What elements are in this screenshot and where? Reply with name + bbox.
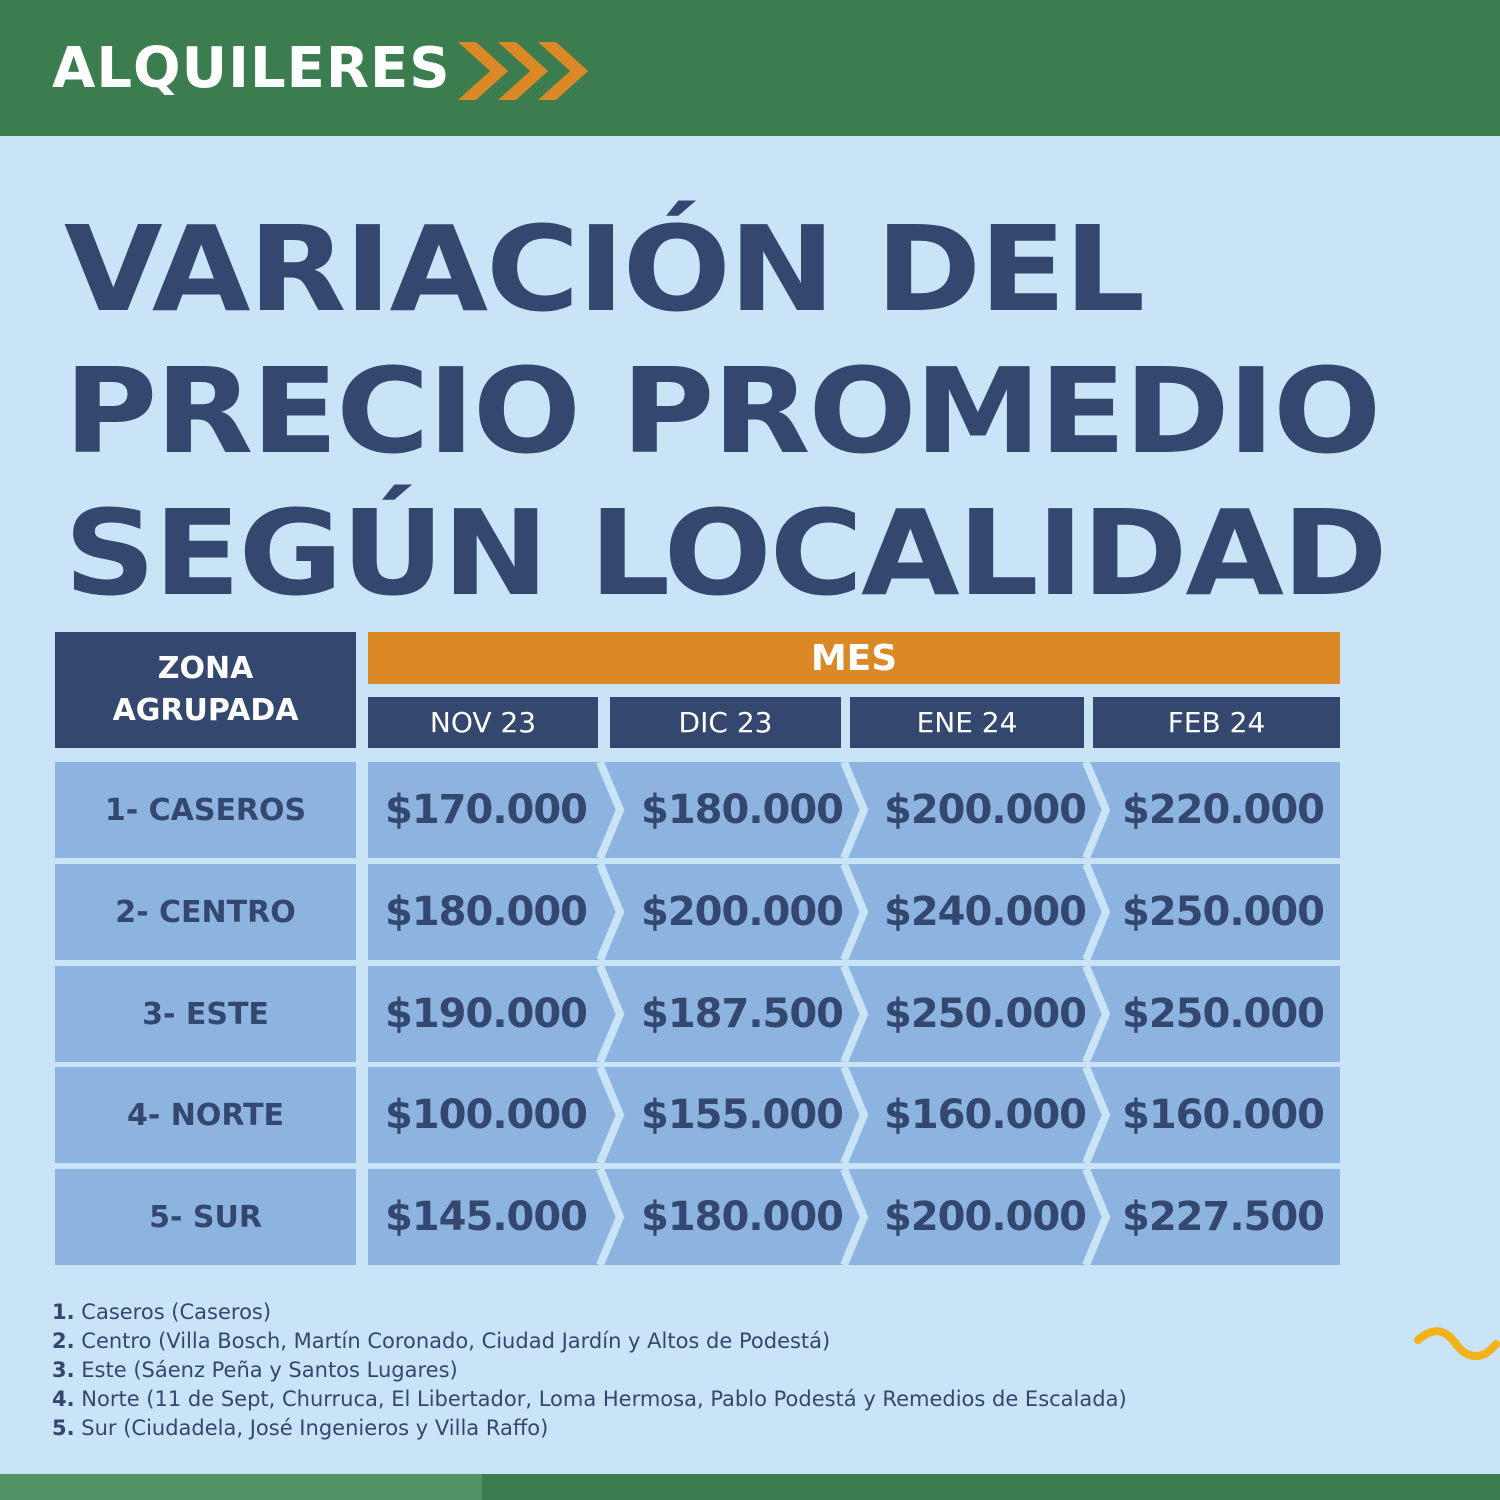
month-header-nov: NOV 23 (368, 697, 598, 748)
price-value: $250.000 (1121, 889, 1325, 935)
price-value: $187.500 (640, 991, 844, 1037)
footnote-number: 3. (52, 1358, 75, 1382)
footnote-item: 3. Este (Sáenz Peña y Santos Lugares) (52, 1356, 1352, 1385)
month-header-ene: ENE 24 (850, 697, 1084, 748)
price-value: $170.000 (384, 787, 588, 833)
zone-cell: 4- NORTE (55, 1067, 356, 1163)
wave-squiggle-icon (1414, 1327, 1500, 1360)
zone-cell: 3- ESTE (55, 966, 356, 1062)
footnotes: 1. Caseros (Caseros) 2. Centro (Villa Bo… (52, 1298, 1352, 1443)
price-row: $170.000 $180.000 $200.000 $220.000 (368, 762, 1340, 858)
month-header-dic: DIC 23 (610, 697, 841, 748)
footer-bar-left (0, 1474, 482, 1500)
zone-cell: 2- CENTRO (55, 864, 356, 960)
month-header-feb: FEB 24 (1093, 697, 1340, 748)
arrow-band (368, 864, 1340, 960)
footnote-item: 4. Norte (11 de Sept, Churruca, El Liber… (52, 1385, 1352, 1414)
zone-cell: 5- SUR (55, 1169, 356, 1265)
footnote-item: 5. Sur (Ciudadela, José Ingenieros y Vil… (52, 1414, 1352, 1443)
footnote-text: Sur (Ciudadela, José Ingenieros y Villa … (81, 1416, 549, 1440)
arrow-band (368, 762, 1340, 858)
zone-column-header: ZONA AGRUPADA (55, 632, 356, 748)
price-row: $190.000 $187.500 $250.000 $250.000 (368, 966, 1340, 1062)
price-value: $240.000 (883, 889, 1087, 935)
price-value: $200.000 (640, 889, 844, 935)
footer-bar-right (482, 1474, 1500, 1500)
footnote-number: 5. (52, 1416, 75, 1440)
price-value: $200.000 (883, 787, 1087, 833)
arrow-band (368, 966, 1340, 1062)
price-row: $100.000 $155.000 $160.000 $160.000 (368, 1067, 1340, 1163)
price-value: $220.000 (1121, 787, 1325, 833)
arrow-band (368, 1169, 1340, 1265)
footnote-item: 1. Caseros (Caseros) (52, 1298, 1352, 1327)
price-value: $250.000 (1121, 991, 1325, 1037)
price-row: $145.000 $180.000 $200.000 $227.500 (368, 1169, 1340, 1265)
footnote-number: 4. (52, 1387, 75, 1411)
price-row: $180.000 $200.000 $240.000 $250.000 (368, 864, 1340, 960)
price-value: $180.000 (640, 1194, 844, 1240)
header-bar: ALQUILERES (0, 0, 1500, 136)
price-value: $160.000 (1121, 1092, 1325, 1138)
price-value: $180.000 (640, 787, 844, 833)
month-group-header: MES (368, 632, 1340, 684)
price-value: $155.000 (640, 1092, 844, 1138)
price-value: $200.000 (883, 1194, 1087, 1240)
footnote-text: Caseros (Caseros) (81, 1300, 272, 1324)
chevron-right-icon (538, 42, 588, 100)
chevron-right-icon (458, 42, 508, 100)
title-line: VARIACIÓN DEL (64, 200, 1145, 338)
footnote-text: Este (Sáenz Peña y Santos Lugares) (81, 1358, 458, 1382)
price-value: $227.500 (1121, 1194, 1325, 1240)
footnote-text: Centro (Villa Bosch, Martín Coronado, Ci… (81, 1329, 831, 1353)
chevron-right-icon (498, 42, 548, 100)
footnote-number: 2. (52, 1329, 75, 1353)
section-label: ALQUILERES (52, 36, 451, 101)
price-value: $250.000 (883, 991, 1087, 1037)
footnote-item: 2. Centro (Villa Bosch, Martín Coronado,… (52, 1327, 1352, 1356)
footnote-text: Norte (11 de Sept, Churruca, El Libertad… (81, 1387, 1127, 1411)
title-line: PRECIO PROMEDIO (64, 342, 1381, 480)
title-line: SEGÚN LOCALIDAD (64, 484, 1388, 622)
zone-cell: 1- CASEROS (55, 762, 356, 858)
footnote-number: 1. (52, 1300, 75, 1324)
price-value: $180.000 (384, 889, 588, 935)
price-value: $160.000 (883, 1092, 1087, 1138)
arrow-band (368, 1067, 1340, 1163)
price-value: $190.000 (384, 991, 588, 1037)
price-value: $145.000 (384, 1194, 588, 1240)
page-title: VARIACIÓN DEL PRECIO PROMEDIO SEGÚN LOCA… (64, 198, 1500, 624)
price-value: $100.000 (384, 1092, 588, 1138)
